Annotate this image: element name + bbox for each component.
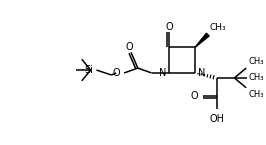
- Text: N: N: [159, 68, 167, 78]
- Text: N: N: [198, 68, 205, 78]
- Text: CH₃: CH₃: [248, 73, 264, 82]
- Text: O: O: [113, 68, 120, 78]
- Polygon shape: [195, 33, 209, 47]
- Text: Si: Si: [85, 65, 94, 75]
- Text: CH₃: CH₃: [248, 57, 264, 66]
- Text: O: O: [190, 91, 198, 101]
- Text: CH₃: CH₃: [248, 90, 264, 99]
- Text: OH: OH: [209, 114, 224, 124]
- Text: CH₃: CH₃: [210, 23, 226, 32]
- Text: O: O: [165, 22, 173, 32]
- Text: O: O: [125, 42, 133, 52]
